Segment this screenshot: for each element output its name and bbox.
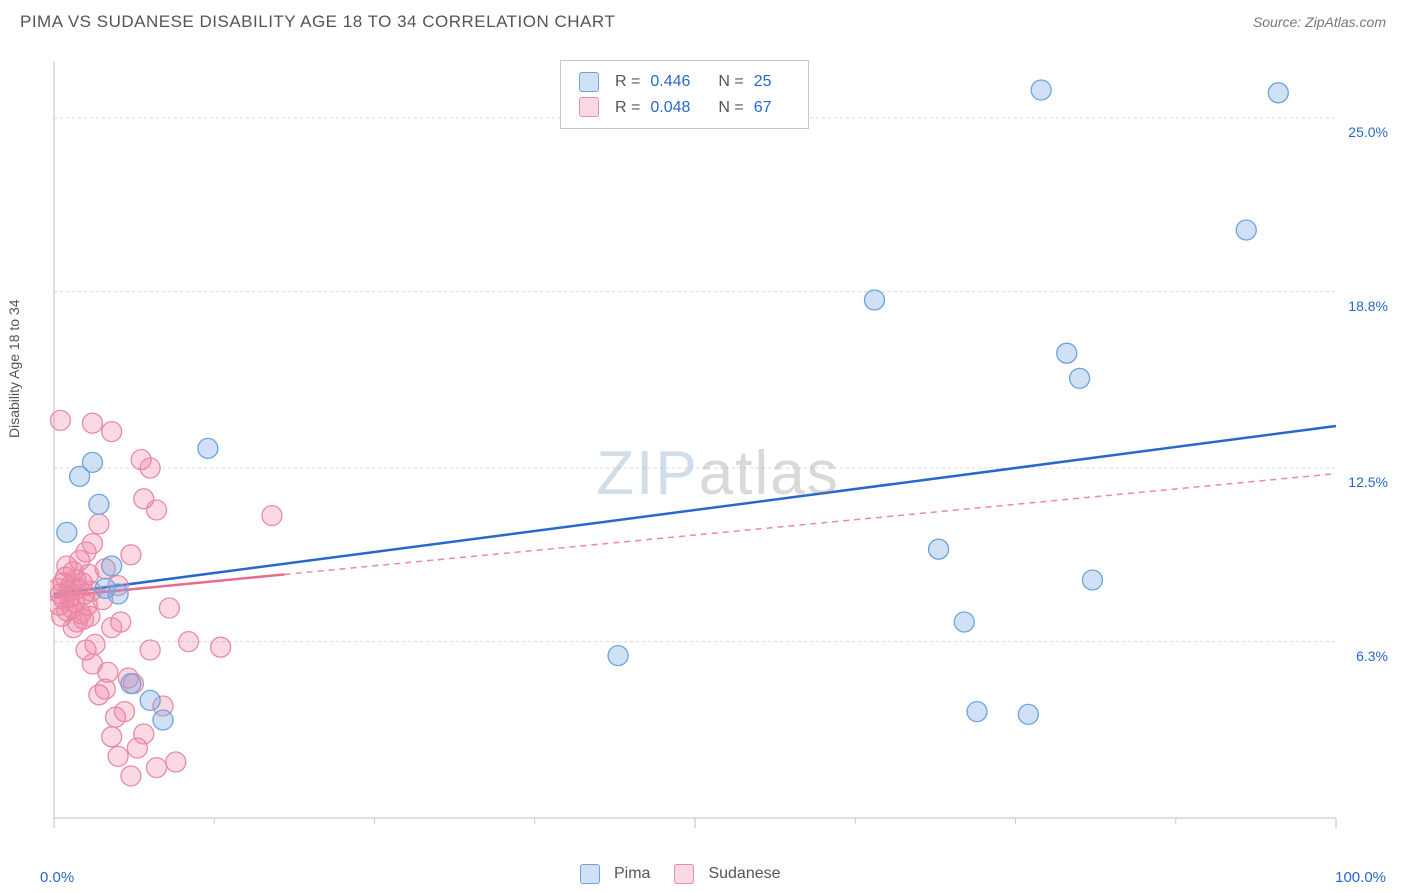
stats-row-pima: R = 0.446 N = 25 bbox=[579, 69, 790, 95]
y-tick-label: 12.5% bbox=[1348, 474, 1388, 490]
n-value-sudanese: 67 bbox=[754, 95, 772, 121]
scatter-plot: ZIPatlas bbox=[50, 58, 1386, 846]
n-value-pima: 25 bbox=[754, 69, 772, 95]
stats-legend-box: R = 0.446 N = 25 R = 0.048 N = 67 bbox=[560, 60, 809, 129]
y-axis-label: Disability Age 18 to 34 bbox=[6, 299, 22, 438]
r-label: R = bbox=[615, 95, 640, 121]
sudanese-swatch-icon bbox=[674, 864, 694, 884]
legend-label-sudanese: Sudanese bbox=[708, 865, 780, 883]
n-label: N = bbox=[718, 69, 743, 95]
chart-svg bbox=[50, 58, 1386, 846]
x-axis-max-label: 100.0% bbox=[1335, 869, 1386, 886]
chart-title: PIMA VS SUDANESE DISABILITY AGE 18 TO 34… bbox=[20, 12, 615, 32]
stats-row-sudanese: R = 0.048 N = 67 bbox=[579, 95, 790, 121]
pima-swatch-icon bbox=[580, 864, 600, 884]
legend-item-pima: Pima bbox=[580, 864, 650, 884]
chart-source: Source: ZipAtlas.com bbox=[1253, 14, 1386, 30]
y-tick-label: 6.3% bbox=[1356, 648, 1388, 664]
x-axis-min-label: 0.0% bbox=[40, 869, 74, 886]
n-label: N = bbox=[718, 95, 743, 121]
y-tick-label: 25.0% bbox=[1348, 124, 1388, 140]
r-label: R = bbox=[615, 69, 640, 95]
legend-label-pima: Pima bbox=[614, 865, 650, 883]
pima-swatch-icon bbox=[579, 72, 599, 92]
series-legend: Pima Sudanese bbox=[580, 864, 781, 884]
r-value-pima: 0.446 bbox=[650, 69, 690, 95]
sudanese-swatch-icon bbox=[579, 97, 599, 117]
y-tick-label: 18.8% bbox=[1348, 298, 1388, 314]
r-value-sudanese: 0.048 bbox=[650, 95, 690, 121]
legend-item-sudanese: Sudanese bbox=[674, 864, 780, 884]
